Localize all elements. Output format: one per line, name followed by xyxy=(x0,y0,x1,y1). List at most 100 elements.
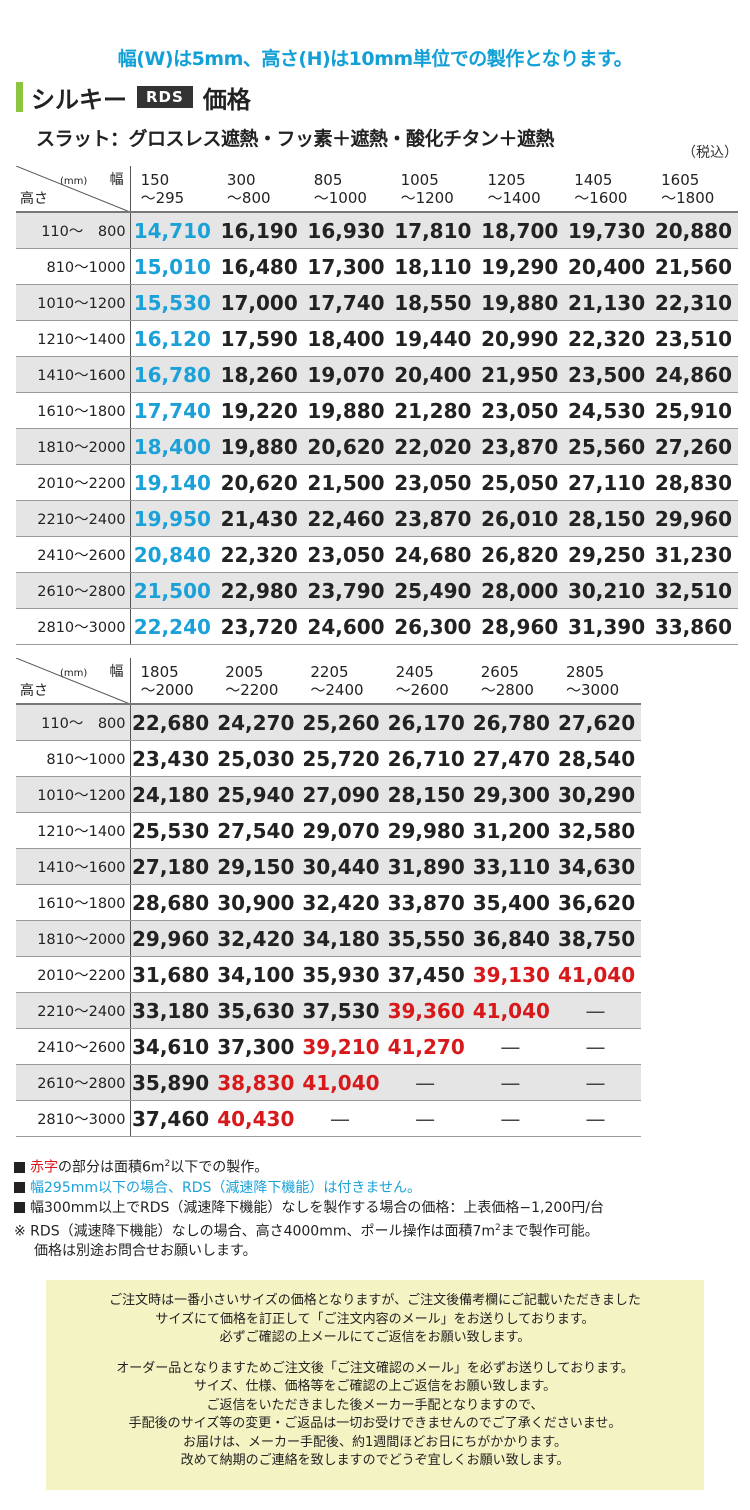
height-range-label: 2410～2600 xyxy=(16,1028,131,1065)
price-cell: 17,590 xyxy=(216,320,304,357)
price-cell: 29,300 xyxy=(470,776,556,813)
table-row: 2010～2200 19,140 20,620 21,500 23,050 25,050 2… xyxy=(16,464,738,501)
width-range-start: 2005 xyxy=(225,662,264,681)
price-cell: 34,610 xyxy=(130,1028,216,1065)
price-cell: 24,270 xyxy=(215,704,301,741)
price-cell: 18,550 xyxy=(390,284,478,321)
width-range-end: ～2000 xyxy=(140,680,194,699)
price-cell: 29,960 xyxy=(130,920,216,957)
note-text: 幅295mm以下の場合、RDS（減速降下機能）は付きません。 xyxy=(30,1179,421,1196)
height-range-label: 2610～2800 xyxy=(16,1064,131,1101)
price-cell: 19,070 xyxy=(303,356,391,393)
table-row: 2610～2800 21,500 22,980 23,790 25,490 28,000 3… xyxy=(16,572,738,609)
price-cell: 20,400 xyxy=(390,356,478,393)
price-cell: 22,320 xyxy=(216,536,304,573)
price-cell: 35,890 xyxy=(130,1064,216,1101)
price-cell: 28,000 xyxy=(477,572,565,609)
height-range-label: 2810～3000 xyxy=(16,1100,131,1137)
price-cell: 28,680 xyxy=(130,884,216,921)
price-cell: 17,740 xyxy=(303,284,391,321)
price-cell: 31,890 xyxy=(385,848,471,885)
production-unit-notice: 幅(W)は5mm、高さ(H)は10mm単位での製作となります。 xyxy=(117,48,633,70)
width-range-end: ～1600 xyxy=(574,188,628,207)
price-cell: 27,620 xyxy=(555,704,642,741)
price-cell: 27,110 xyxy=(564,464,652,501)
price-cell: 34,100 xyxy=(215,956,301,993)
price-cell: 30,290 xyxy=(555,776,642,813)
price-cell: 24,600 xyxy=(303,608,391,645)
price-cell: 35,930 xyxy=(300,956,386,993)
price-cell: 18,400 xyxy=(130,428,217,465)
width-label: 幅 xyxy=(109,172,124,188)
price-cell: 23,510 xyxy=(651,320,738,357)
width-range-header: 805 ～1000 xyxy=(303,166,391,213)
price-cell: 15,530 xyxy=(130,284,217,321)
width-range-start: 805 xyxy=(313,170,343,189)
price-heading: 価格 xyxy=(202,85,251,114)
price-cell: 40,430 xyxy=(215,1100,301,1137)
unit-label: (mm) xyxy=(60,668,88,679)
price-cell: 22,320 xyxy=(564,320,652,357)
height-range-label: 1010～1200 xyxy=(16,776,131,813)
price-cell: 19,290 xyxy=(477,248,565,285)
price-cell: 29,960 xyxy=(651,500,738,537)
price-cell: 31,230 xyxy=(651,536,738,573)
price-cell: 25,560 xyxy=(564,428,652,465)
price-cell: 36,840 xyxy=(470,920,556,957)
notes: 赤字の部分は面積6m2以下での製作。 幅295mm以下の場合、RDS（減速降下機… xyxy=(14,1154,744,1261)
price-cell: 25,260 xyxy=(300,704,386,741)
price-cell: 23,050 xyxy=(390,464,478,501)
width-range-end: ～1800 xyxy=(661,188,715,207)
table-row: 1410～1600 16,780 18,260 19,070 20,400 21,950 2… xyxy=(16,356,738,393)
table-row: 1410～1600 27,180 29,150 30,440 31,890 33,110 3… xyxy=(16,848,642,885)
price-cell: — xyxy=(555,1064,642,1101)
height-range-label: 1810～2000 xyxy=(16,428,131,465)
price-cell: 30,440 xyxy=(300,848,386,885)
width-range-start: 2805 xyxy=(565,662,605,681)
table-row: 2810～3000 22,240 23,720 24,600 26,300 28,960 3… xyxy=(16,608,738,645)
width-range-end: ～1400 xyxy=(487,188,541,207)
info-line: 手配後のサイズ等の変更・ご返品は一切お受けできませんのでご了承くださいませ。 xyxy=(128,1416,622,1431)
price-cell: 31,390 xyxy=(564,608,652,645)
price-cell: — xyxy=(470,1100,556,1137)
table-row: 1010～1200 24,180 25,940 27,090 28,150 29,300 3… xyxy=(16,776,642,813)
width-range-start: 1205 xyxy=(487,170,526,189)
height-range-label: 2410～2600 xyxy=(16,536,131,573)
price-cell: — xyxy=(385,1100,471,1137)
diagonal-line xyxy=(16,166,127,210)
price-cell: 21,500 xyxy=(303,464,391,501)
note-red-word: 赤字 xyxy=(30,1159,58,1176)
price-cell: 23,870 xyxy=(390,500,478,537)
table-row: 1610～1800 28,680 30,900 32,420 33,870 35,400 3… xyxy=(16,884,642,921)
price-cell: 18,700 xyxy=(477,212,565,249)
price-cell: 23,790 xyxy=(303,572,391,609)
table-row: 1210～1400 25,530 27,540 29,070 29,980 31,200 3… xyxy=(16,812,642,849)
width-range-start: 150 xyxy=(140,170,170,189)
table-row: 1610～1800 17,740 19,220 19,880 21,280 23,050 2… xyxy=(16,392,738,429)
price-cell: 21,560 xyxy=(651,248,738,285)
header-row: 幅 (mm) 高さ 150 ～295 300 ～800 805 ～1000 1005 ～1200 12… xyxy=(16,166,738,213)
width-range-header: 2605 ～2800 xyxy=(470,658,556,705)
price-cell: 17,740 xyxy=(130,392,217,429)
price-cell: 23,430 xyxy=(130,740,216,777)
width-range-end: ～1200 xyxy=(400,188,454,207)
info-line: オーダー品となりますためご注文後「ご注文確認のメール」を必ずお送りしております。 xyxy=(116,1360,634,1376)
width-range-header: 2805 ～3000 xyxy=(555,658,642,705)
price-cell: 16,120 xyxy=(130,320,217,357)
price-cell: 37,530 xyxy=(300,992,386,1029)
price-cell: 23,050 xyxy=(477,392,565,429)
price-cell: — xyxy=(555,1100,642,1137)
price-cell: 22,680 xyxy=(130,704,216,741)
product-name: シルキー xyxy=(31,85,127,114)
price-cell: 21,430 xyxy=(216,500,304,537)
price-cell: 41,040 xyxy=(470,992,556,1029)
price-cell: 16,190 xyxy=(216,212,304,249)
price-cell: 14,710 xyxy=(130,212,217,249)
table-row: 110～ 800 14,710 16,190 16,930 17,810 18,700 19… xyxy=(16,212,738,249)
width-range-end: ～2200 xyxy=(225,680,279,699)
corner-cell: 幅 (mm) 高さ xyxy=(16,658,131,705)
height-range-label: 2810～3000 xyxy=(16,608,131,645)
price-cell: 31,200 xyxy=(470,812,556,849)
price-cell: 35,400 xyxy=(470,884,556,921)
price-cell: — xyxy=(385,1064,471,1101)
